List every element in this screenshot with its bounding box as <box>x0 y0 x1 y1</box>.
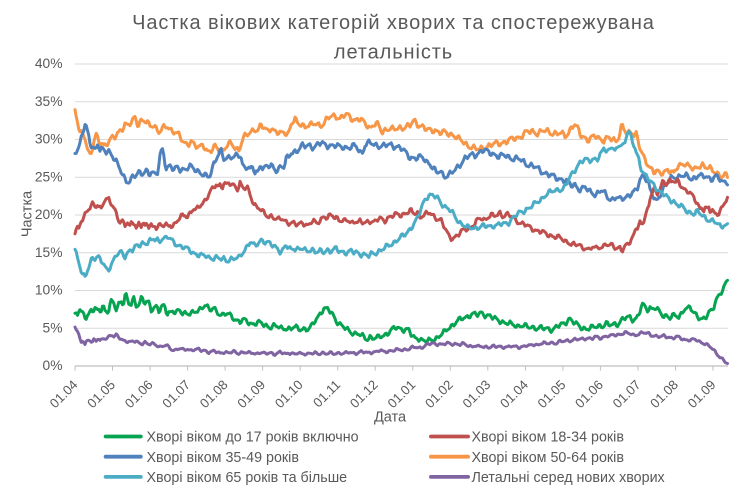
svg-text:Дата: Дата <box>374 410 407 426</box>
svg-text:Хворі віком 50-64 років: Хворі віком 50-64 років <box>472 450 624 466</box>
svg-text:Летальні серед нових хворих: Летальні серед нових хворих <box>472 470 665 486</box>
svg-text:летальність: летальність <box>334 42 453 64</box>
svg-text:25%: 25% <box>35 169 63 184</box>
svg-text:35%: 35% <box>35 94 63 109</box>
svg-text:Хворі віком 18-34 років: Хворі віком 18-34 років <box>472 430 624 446</box>
svg-text:5%: 5% <box>43 320 63 335</box>
svg-text:Частка вікових категорій хвори: Частка вікових категорій хворих та спост… <box>132 12 655 34</box>
svg-text:15%: 15% <box>35 245 63 260</box>
svg-text:0%: 0% <box>43 358 63 373</box>
svg-text:Хворі віком 65 років та більше: Хворі віком 65 років та більше <box>147 470 348 486</box>
svg-text:20%: 20% <box>35 207 63 222</box>
svg-text:10%: 10% <box>35 283 63 298</box>
svg-text:Хворі віком 35-49 років: Хворі віком 35-49 років <box>147 450 299 466</box>
svg-text:40%: 40% <box>35 56 63 71</box>
svg-text:Частка: Частка <box>20 190 36 237</box>
svg-text:30%: 30% <box>35 132 63 147</box>
svg-text:Хворі віком до 17 років включн: Хворі віком до 17 років включно <box>147 430 359 446</box>
